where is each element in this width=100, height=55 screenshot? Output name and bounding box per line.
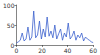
- svg-text:0: 0: [10, 41, 15, 49]
- svg-text:20: 20: [38, 47, 46, 54]
- svg-text:0: 0: [15, 47, 19, 54]
- svg-text:40: 40: [64, 47, 72, 54]
- svg-text:60: 60: [89, 47, 97, 54]
- svg-text:100: 100: [3, 2, 15, 9]
- svg-text:50: 50: [7, 22, 15, 29]
